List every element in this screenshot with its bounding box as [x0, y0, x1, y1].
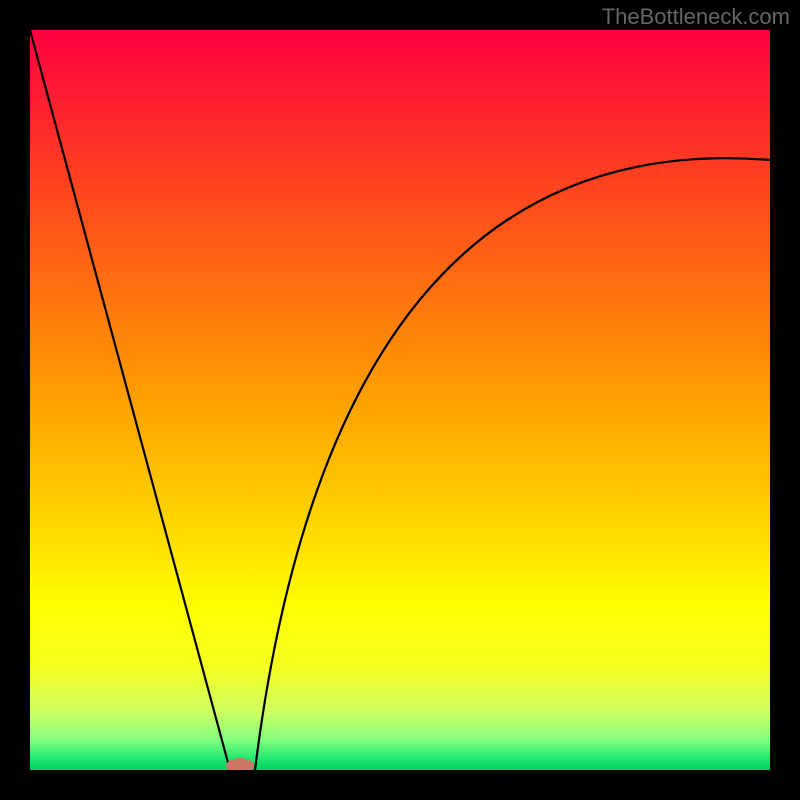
watermark-text: TheBottleneck.com	[602, 4, 790, 30]
plot-area	[30, 30, 770, 770]
cusp-marker	[226, 758, 254, 770]
curve-left-branch	[30, 30, 230, 770]
bottleneck-curve	[30, 30, 770, 770]
curve-right-branch	[255, 158, 770, 770]
